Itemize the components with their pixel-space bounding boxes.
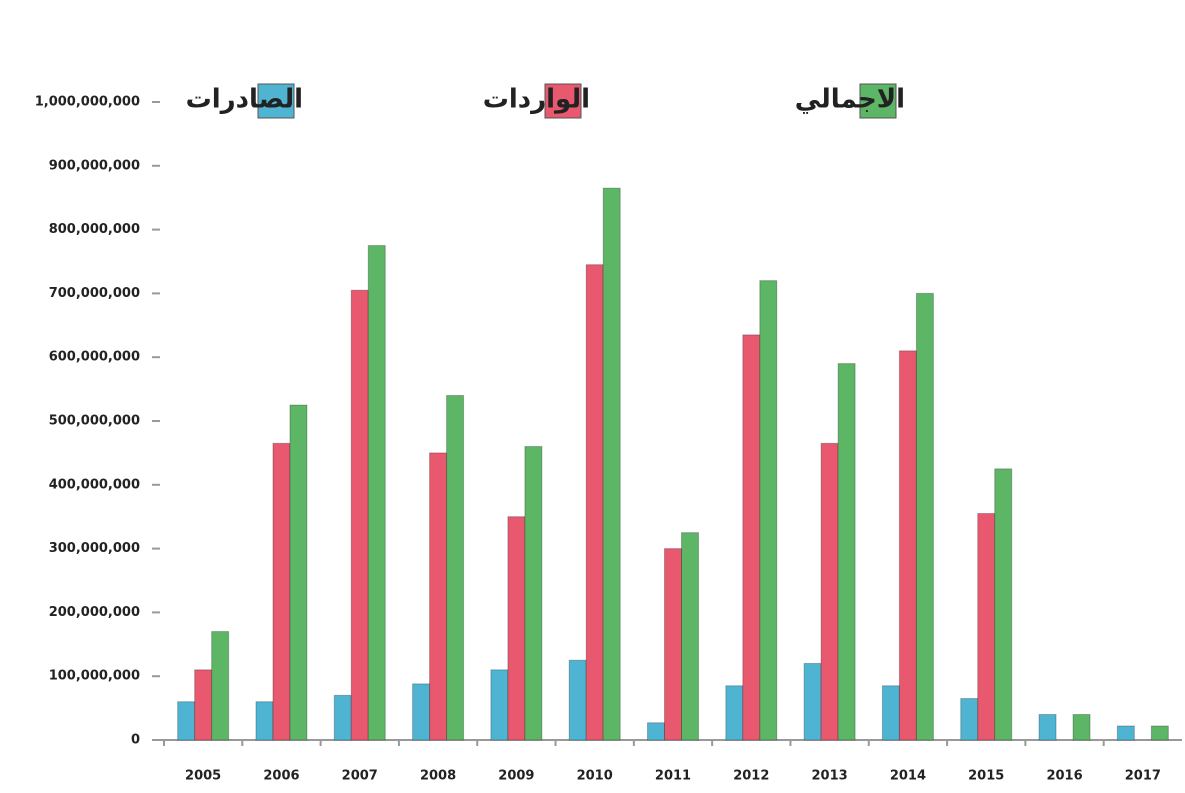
legend-label: الواردات — [483, 85, 590, 115]
bar — [429, 452, 448, 741]
legend-label: الاجمالي — [795, 85, 905, 115]
y-tick-label: 800,000,000 — [49, 222, 140, 237]
bar — [272, 442, 291, 741]
legend-swatch — [859, 83, 897, 119]
bar — [681, 532, 699, 741]
y-tick-label: 0 — [131, 733, 140, 748]
bar — [524, 446, 543, 741]
bar — [446, 394, 465, 741]
x-tick-label: 2014 — [890, 769, 926, 784]
x-tick-label: 2008 — [420, 769, 456, 784]
bar — [742, 334, 761, 741]
legend-label: الصادرات — [186, 85, 303, 115]
bar — [881, 685, 900, 741]
bar — [837, 363, 856, 741]
x-tick-label: 2006 — [263, 769, 299, 784]
bar — [412, 683, 431, 741]
bar — [898, 350, 917, 741]
y-tick-label: 900,000,000 — [49, 158, 140, 173]
bar — [194, 669, 213, 741]
x-tick-label: 2005 — [185, 769, 221, 784]
x-tick-label: 2009 — [498, 769, 534, 784]
bar — [507, 516, 526, 741]
bar — [568, 659, 587, 741]
bar — [490, 669, 509, 741]
y-tick-label: 200,000,000 — [49, 605, 140, 620]
y-tick-label: 600,000,000 — [49, 350, 140, 365]
bar — [289, 404, 308, 741]
y-tick-label: 400,000,000 — [49, 477, 140, 492]
bar — [333, 694, 352, 741]
x-tick-label: 2010 — [577, 769, 613, 784]
bar — [725, 685, 744, 741]
x-tick-label: 2015 — [968, 769, 1004, 784]
x-tick-label: 2011 — [655, 769, 691, 784]
bar — [211, 631, 230, 741]
bar — [367, 245, 386, 741]
legend-swatch — [257, 83, 295, 119]
y-tick-label: 1,000,000,000 — [35, 95, 140, 110]
bar — [177, 701, 196, 741]
y-tick-label: 700,000,000 — [49, 286, 140, 301]
bar — [1116, 725, 1135, 741]
bar — [664, 548, 682, 741]
bar — [602, 187, 621, 741]
bar — [994, 468, 1013, 741]
bar — [1072, 713, 1091, 741]
bar — [255, 701, 274, 741]
y-tick-label: 100,000,000 — [49, 669, 140, 684]
y-tick-label: 500,000,000 — [49, 414, 140, 429]
y-tick-label: 300,000,000 — [49, 541, 140, 556]
bar — [647, 722, 665, 741]
bar — [803, 662, 822, 741]
bar — [350, 289, 369, 741]
x-tick-label: 2007 — [342, 769, 378, 784]
bar — [759, 280, 778, 741]
bar — [1150, 725, 1169, 741]
bar — [960, 698, 979, 741]
bar — [1038, 713, 1057, 741]
legend-swatch — [544, 83, 582, 119]
bar — [820, 442, 839, 741]
bar — [915, 292, 934, 741]
bar — [585, 264, 604, 741]
bar — [977, 513, 996, 741]
x-tick-label: 2017 — [1125, 769, 1161, 784]
x-tick-label: 2013 — [812, 769, 848, 784]
x-tick-label: 2012 — [733, 769, 769, 784]
x-tick-label: 2016 — [1046, 769, 1082, 784]
